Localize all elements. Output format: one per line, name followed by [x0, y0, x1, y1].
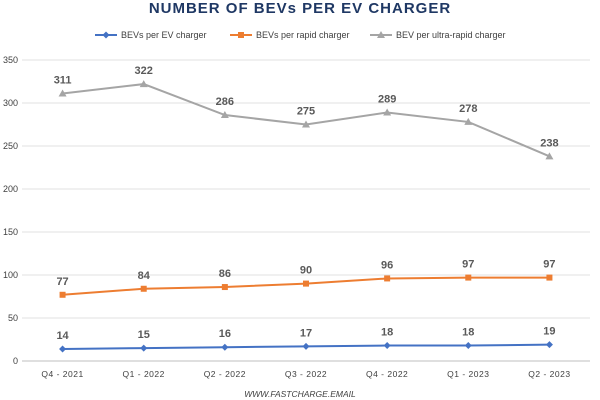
data-point — [59, 291, 66, 298]
data-label: 96 — [381, 259, 393, 271]
data-label: 275 — [297, 106, 315, 118]
data-point — [384, 275, 391, 282]
data-label: 77 — [56, 276, 68, 288]
legend-marker — [102, 31, 110, 39]
legend-item: BEVs per EV charger — [95, 30, 207, 40]
data-label: 86 — [219, 268, 231, 280]
data-point — [303, 280, 309, 287]
legend: BEVs per EV charger BEVs per rapid charge… — [95, 30, 506, 40]
data-point — [464, 117, 473, 125]
data-point — [302, 342, 310, 350]
data-point — [302, 120, 310, 128]
data-point — [546, 274, 553, 281]
data-label: 286 — [216, 96, 234, 108]
series-layer: 14 15 16 17 18 18 19 77 84 86 90 96 97 97 311 322 286 275… — [54, 65, 559, 353]
y-tick-label: 200 — [3, 184, 18, 194]
data-point — [545, 152, 554, 160]
x-tick-label: Q1 - 2023 — [447, 369, 489, 379]
data-label: 18 — [462, 327, 474, 339]
legend-item: BEV per ultra-rapid charger — [370, 30, 506, 40]
data-label: 97 — [462, 259, 474, 271]
data-label: 322 — [135, 65, 153, 77]
legend-label: BEV per ultra-rapid charger — [396, 30, 506, 40]
data-label: 15 — [138, 329, 150, 341]
data-point — [221, 284, 228, 291]
y-tick-label: 50 — [8, 313, 18, 323]
source-footer: WWW.FASTCHARGE.EMAIL — [244, 389, 356, 399]
data-label: 16 — [219, 328, 231, 340]
series-1: 14 15 16 17 18 18 19 — [56, 326, 556, 353]
data-label: 14 — [56, 330, 69, 342]
y-tick-label: 0 — [13, 356, 18, 366]
series-line — [62, 83, 550, 158]
data-point — [221, 343, 229, 351]
legend-marker — [238, 32, 244, 38]
series-3: 311 322 286 275 289 278 238 — [54, 65, 559, 160]
x-tick-label: Q3 - 2022 — [285, 369, 327, 379]
data-point — [58, 89, 67, 97]
series-2: 77 84 86 90 96 97 97 — [56, 259, 556, 298]
legend-label: BEVs per rapid charger — [256, 30, 350, 40]
data-point — [140, 285, 147, 292]
data-label: 18 — [381, 327, 393, 339]
data-point — [545, 341, 553, 349]
x-tick-label: Q2 - 2022 — [204, 369, 246, 379]
data-point — [383, 342, 391, 350]
data-label: 97 — [543, 259, 555, 271]
y-axis: 0 50 100 150 200 250 300 350 — [3, 55, 18, 366]
data-label: 84 — [138, 270, 151, 282]
data-label: 19 — [543, 326, 555, 338]
y-tick-label: 300 — [3, 98, 18, 108]
x-tick-label: Q1 - 2022 — [123, 369, 165, 379]
x-axis: Q4 - 2021 Q1 - 2022 Q2 - 2022 Q3 - 2022 Q4 -… — [41, 369, 570, 379]
data-label: 17 — [300, 327, 312, 339]
data-point — [383, 108, 392, 116]
y-tick-label: 350 — [3, 55, 18, 65]
data-point — [139, 80, 148, 88]
data-label: 311 — [54, 75, 72, 87]
x-tick-label: Q4 - 2021 — [41, 369, 83, 379]
legend-item: BEVs per rapid charger — [230, 30, 350, 40]
grid-lines — [22, 59, 590, 362]
data-label: 289 — [378, 93, 396, 105]
legend-marker — [377, 31, 385, 38]
data-label: 90 — [300, 265, 312, 277]
data-point — [220, 111, 229, 119]
data-point — [59, 345, 67, 353]
data-point — [140, 344, 148, 352]
legend-label: BEVs per EV charger — [121, 30, 207, 40]
y-tick-label: 100 — [3, 270, 18, 280]
chart-title: NUMBER OF BEVs PER EV CHARGER — [148, 0, 452, 17]
data-label: 278 — [459, 103, 477, 115]
x-tick-label: Q4 - 2022 — [366, 369, 408, 379]
y-tick-label: 250 — [3, 141, 18, 151]
data-point — [465, 274, 472, 281]
x-tick-label: Q2 - 2023 — [528, 369, 570, 379]
data-point — [464, 342, 472, 350]
y-tick-label: 150 — [3, 227, 18, 237]
data-label: 238 — [540, 137, 558, 149]
